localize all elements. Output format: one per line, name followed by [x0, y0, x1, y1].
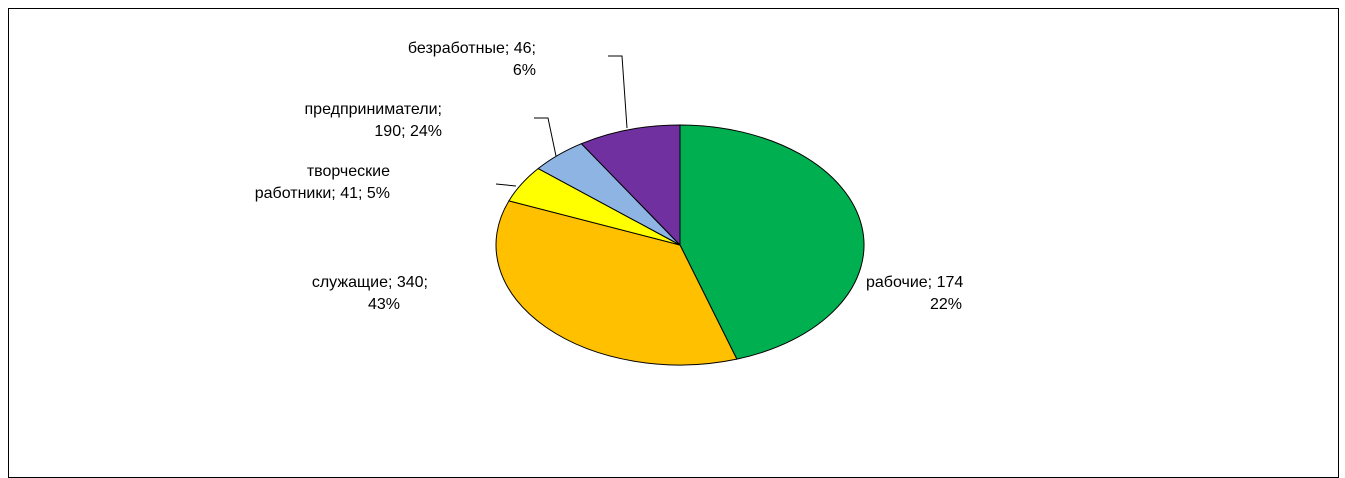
data-label-3-line-2: работники; 41; 5% — [255, 185, 390, 202]
data-label-1-line-1: рабочие; 174 — [866, 274, 963, 291]
leader-line-5 — [608, 55, 628, 129]
leader-line-4 — [534, 117, 557, 157]
pie-slice-1 — [679, 124, 865, 360]
leader-line-3 — [495, 183, 517, 187]
pie-slice-5 — [580, 124, 681, 247]
data-label-4-line-1: предприниматели; — [305, 101, 443, 118]
data-label-2-line-2: 43% — [368, 296, 400, 313]
pie-slice-2 — [495, 200, 738, 366]
data-label-3-line-1: творческие — [307, 163, 390, 180]
data-label-1-line-2: 22% — [930, 296, 962, 313]
data-label-5-line-2: 6% — [513, 62, 536, 79]
data-label-2-line-1: служащие; 340; — [312, 274, 428, 291]
data-label-5-line-1: безработные; 46; — [408, 40, 536, 57]
data-label-4-line-2: 190; 24% — [374, 123, 442, 140]
